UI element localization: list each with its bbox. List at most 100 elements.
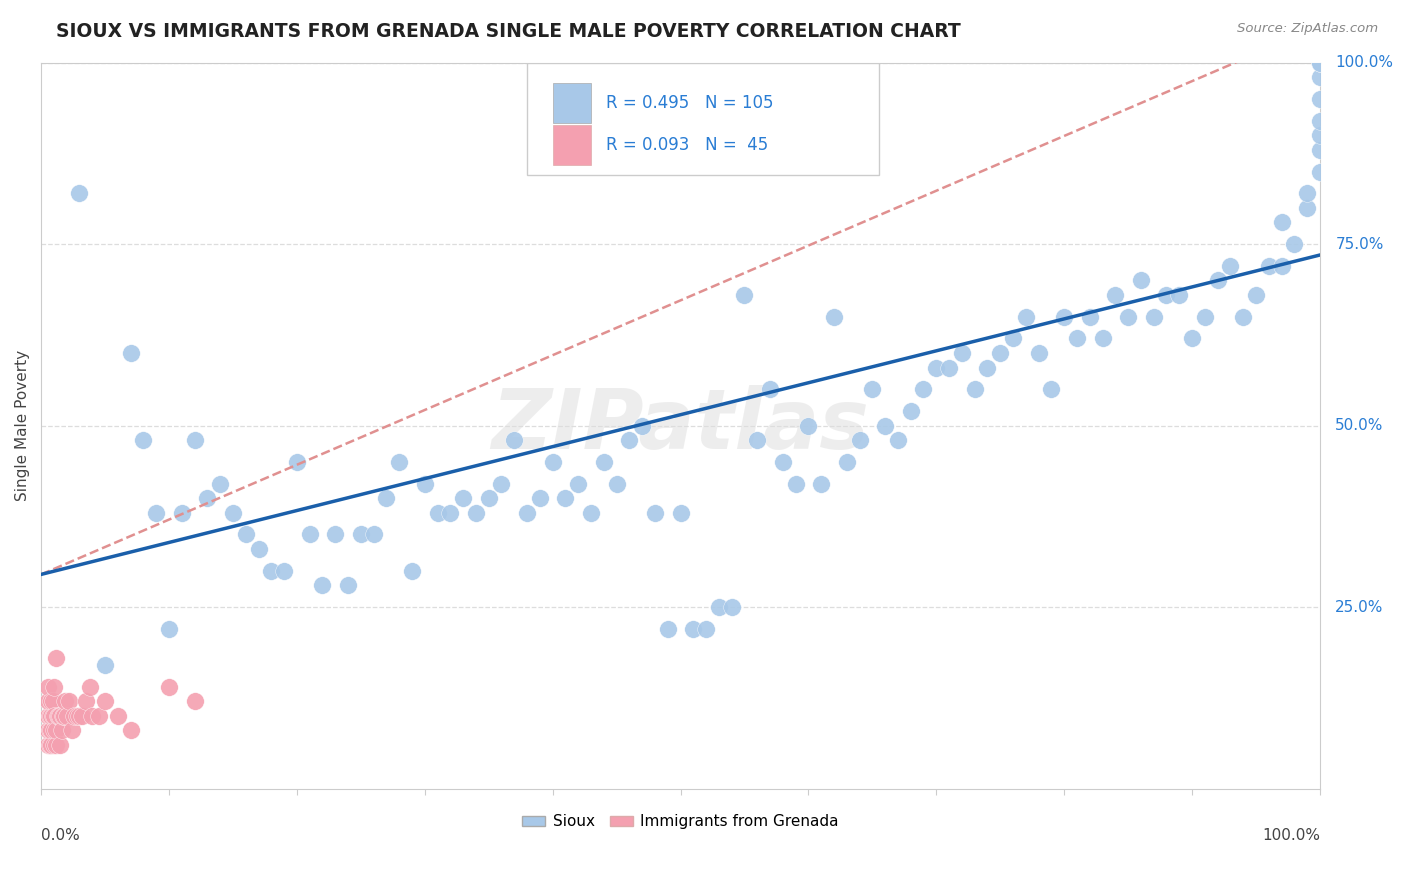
Point xyxy=(183,433,205,447)
Point xyxy=(1015,310,1038,324)
Point xyxy=(46,709,69,723)
Point xyxy=(426,506,449,520)
Point xyxy=(669,506,692,520)
Point xyxy=(37,680,59,694)
Point xyxy=(554,491,576,506)
Point xyxy=(363,527,385,541)
Point xyxy=(1168,288,1191,302)
Text: R = 0.495   N = 105: R = 0.495 N = 105 xyxy=(606,95,773,112)
Point xyxy=(55,709,77,723)
Point xyxy=(45,738,67,752)
Point xyxy=(285,455,308,469)
Point xyxy=(1284,237,1306,252)
Point xyxy=(107,709,129,723)
Point xyxy=(1194,310,1216,324)
Y-axis label: Single Male Poverty: Single Male Poverty xyxy=(15,350,30,501)
Point xyxy=(247,541,270,556)
Point xyxy=(860,382,883,396)
Point xyxy=(132,433,155,447)
Point xyxy=(82,709,104,723)
Point xyxy=(375,491,398,506)
Point xyxy=(1040,382,1063,396)
Point xyxy=(120,346,142,360)
Point xyxy=(53,709,76,723)
Point xyxy=(835,455,858,469)
Point xyxy=(94,658,117,673)
Point xyxy=(260,564,283,578)
Point xyxy=(37,694,59,708)
Point xyxy=(311,578,333,592)
Point xyxy=(478,491,501,506)
Point xyxy=(733,288,755,302)
Point xyxy=(157,680,180,694)
Point xyxy=(66,709,89,723)
Point xyxy=(49,738,72,752)
Point xyxy=(209,476,232,491)
Point xyxy=(1129,273,1152,287)
Point xyxy=(1296,186,1319,201)
Point xyxy=(1296,201,1319,215)
FancyBboxPatch shape xyxy=(553,83,591,123)
Point xyxy=(70,709,93,723)
Point xyxy=(42,680,65,694)
Point xyxy=(1156,288,1178,302)
Point xyxy=(170,506,193,520)
Point xyxy=(1309,128,1331,143)
Point xyxy=(37,709,59,723)
Point xyxy=(41,694,63,708)
Point xyxy=(42,723,65,738)
Point xyxy=(45,723,67,738)
Point xyxy=(60,723,83,738)
Point xyxy=(988,346,1011,360)
Point xyxy=(75,694,97,708)
Text: 75.0%: 75.0% xyxy=(1336,236,1384,252)
Point xyxy=(87,709,110,723)
Point xyxy=(848,433,870,447)
Point xyxy=(41,709,63,723)
Point xyxy=(707,600,730,615)
Point xyxy=(323,527,346,541)
Point xyxy=(1001,331,1024,345)
Point xyxy=(1270,215,1292,229)
Point xyxy=(183,694,205,708)
Text: 100.0%: 100.0% xyxy=(1336,55,1393,70)
Point xyxy=(1078,310,1101,324)
Text: ZIPatlas: ZIPatlas xyxy=(492,385,869,467)
Point xyxy=(55,694,77,708)
Legend: Sioux, Immigrants from Grenada: Sioux, Immigrants from Grenada xyxy=(516,808,845,835)
Point xyxy=(1309,92,1331,106)
Point xyxy=(823,310,845,324)
Point xyxy=(1309,55,1331,70)
Point xyxy=(1066,331,1088,345)
Point xyxy=(875,418,897,433)
Point xyxy=(1309,55,1331,70)
Point xyxy=(797,418,820,433)
Text: 25.0%: 25.0% xyxy=(1336,599,1384,615)
Point xyxy=(631,418,654,433)
Point xyxy=(682,622,704,636)
Point xyxy=(464,506,486,520)
Point xyxy=(41,723,63,738)
Point xyxy=(1219,259,1241,273)
Point xyxy=(298,527,321,541)
Point xyxy=(235,527,257,541)
Point xyxy=(900,404,922,418)
FancyBboxPatch shape xyxy=(553,125,591,165)
Point xyxy=(413,476,436,491)
Point xyxy=(39,723,62,738)
Point xyxy=(37,738,59,752)
Point xyxy=(912,382,935,396)
Point xyxy=(52,709,75,723)
Point xyxy=(273,564,295,578)
Point xyxy=(1257,259,1279,273)
Point xyxy=(976,360,998,375)
Point xyxy=(37,723,59,738)
Point xyxy=(938,360,960,375)
Point xyxy=(695,622,717,636)
Point xyxy=(657,622,679,636)
Point xyxy=(963,382,986,396)
Text: R = 0.093   N =  45: R = 0.093 N = 45 xyxy=(606,136,769,154)
Point xyxy=(950,346,973,360)
Point xyxy=(51,723,73,738)
Point xyxy=(42,738,65,752)
